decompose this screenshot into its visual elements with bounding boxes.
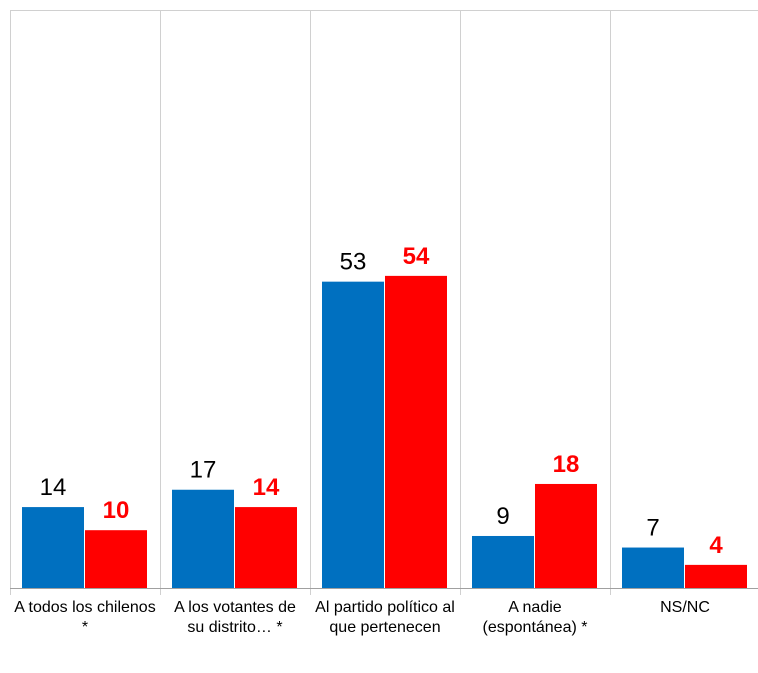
x-tick-label: A todos los chilenos *: [14, 599, 156, 636]
x-tick-label: Al partido político al que pertenecen: [315, 599, 455, 636]
value-label: 14: [253, 474, 280, 501]
value-label: 4: [709, 532, 723, 559]
bar: [172, 489, 234, 588]
value-label: 7: [646, 515, 659, 542]
bar: [385, 275, 447, 588]
value-label: 54: [403, 243, 430, 270]
bar: [685, 564, 747, 588]
value-label: 10: [103, 497, 130, 524]
x-tick-label: A nadie (espontánea) *: [482, 599, 588, 636]
bar: [535, 483, 597, 588]
x-tick-label: A los votantes de su distrito… *: [174, 599, 296, 636]
value-label: 14: [40, 474, 67, 501]
value-label: 53: [340, 249, 367, 276]
value-label: 17: [190, 457, 217, 484]
bar: [322, 281, 384, 588]
bar: [622, 547, 684, 588]
bar: [235, 507, 297, 588]
x-tick-label: NS/NC: [660, 599, 710, 616]
value-label: 18: [553, 451, 580, 478]
value-label: 9: [496, 503, 509, 530]
bar: [472, 535, 534, 588]
bar: [22, 507, 84, 588]
bar: [85, 530, 147, 588]
